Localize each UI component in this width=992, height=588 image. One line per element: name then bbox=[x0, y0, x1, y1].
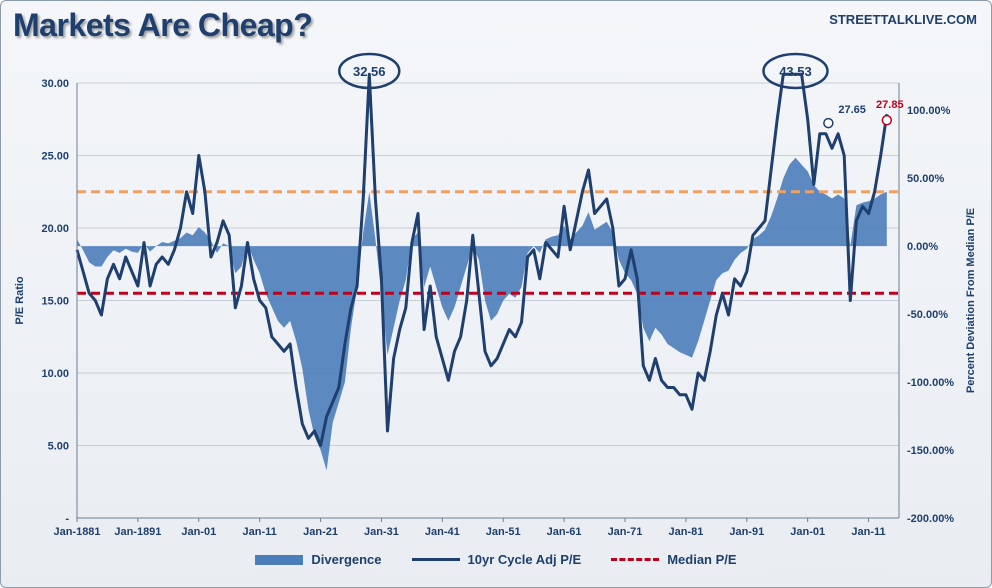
y2-axis-title: Percent Deviation From Median P/E bbox=[965, 208, 977, 393]
legend-divergence: Divergence bbox=[255, 552, 382, 567]
marker-current-label: 27.85 bbox=[876, 99, 904, 111]
peak-1999-label: 43.53 bbox=[779, 64, 812, 79]
y2-tick-label: -50.00% bbox=[907, 309, 948, 321]
chart-svg: - 5.00 10.00 15.00 20.00 25.00 30.00 -200.00% -1… bbox=[14, 52, 977, 538]
grid-lines bbox=[77, 82, 899, 446]
legend-median: Median P/E bbox=[611, 552, 737, 567]
y-tick-label: 10.00 bbox=[41, 368, 69, 380]
x-tick-label: Jan-71 bbox=[608, 526, 643, 538]
legend-label-divergence: Divergence bbox=[311, 552, 382, 567]
divergence-area bbox=[77, 157, 887, 471]
peak-1999-ellipse bbox=[762, 52, 829, 90]
pe-line-path bbox=[75, 72, 889, 447]
y-tick-label: 5.00 bbox=[48, 441, 69, 453]
y2-tick-label: 50.00% bbox=[907, 173, 945, 185]
x-tick-label: Jan-91 bbox=[729, 526, 764, 538]
legend-swatch-line bbox=[411, 558, 460, 561]
y2-tick-label: 0.00% bbox=[907, 241, 938, 253]
annotations: 32.56 43.53 27.65 27.85 bbox=[338, 52, 904, 129]
x-tick-label: Jan-1881 bbox=[53, 526, 100, 538]
axes bbox=[76, 83, 900, 519]
reference-lines bbox=[77, 190, 899, 295]
x-tick-label: Jan-61 bbox=[547, 526, 582, 538]
legend-swatch-area bbox=[255, 554, 304, 565]
chart-title: Markets Are Cheap? bbox=[13, 7, 313, 43]
x-tick-label: Jan-11 bbox=[851, 526, 885, 538]
x-tick-label: Jan-1891 bbox=[114, 526, 161, 538]
y-tick-label: - bbox=[65, 513, 69, 525]
x-tick-label: Jan-31 bbox=[364, 526, 399, 538]
x-tick-label: Jan-01 bbox=[181, 526, 216, 538]
y2-tick-label: -100.00% bbox=[907, 377, 954, 389]
marker-2007-label: 27.65 bbox=[838, 104, 866, 116]
x-tick-label: Jan-51 bbox=[486, 526, 521, 538]
x-tick-label: Jan-11 bbox=[243, 526, 277, 538]
x-tick-label: Jan-01 bbox=[790, 526, 825, 538]
legend: Divergence 10yr Cycle Adj P/E Median P/E bbox=[1, 552, 991, 567]
legend-pe: 10yr Cycle Adj P/E bbox=[411, 552, 582, 567]
marker-2007-circle bbox=[823, 117, 834, 129]
y2-tick-label: 100.00% bbox=[907, 105, 951, 117]
marker-current-circle bbox=[881, 114, 893, 126]
y-tick-label: 30.00 bbox=[41, 78, 69, 90]
x-tick-label: Jan-41 bbox=[425, 526, 460, 538]
y2-tick-label: -150.00% bbox=[907, 445, 954, 457]
y-axis-title: P/E Ratio bbox=[14, 276, 26, 325]
peak-1929-ellipse bbox=[338, 52, 401, 90]
y-tick-label: 15.00 bbox=[41, 296, 69, 308]
source-label: STREETTALKLIVE.COM bbox=[829, 12, 977, 27]
x-tick-label: Jan-81 bbox=[668, 526, 703, 538]
legend-swatch-dash bbox=[611, 558, 660, 561]
divergence-area-path bbox=[77, 157, 887, 471]
peak-1929-label: 32.56 bbox=[353, 64, 386, 79]
legend-label-median: Median P/E bbox=[667, 552, 737, 567]
legend-label-pe: 10yr Cycle Adj P/E bbox=[467, 552, 582, 567]
y-tick-label: 20.00 bbox=[41, 223, 69, 235]
y-tick-label: 25.00 bbox=[41, 151, 69, 163]
tick-labels: - 5.00 10.00 15.00 20.00 25.00 30.00 -200.00% -1… bbox=[14, 78, 977, 538]
x-tick-label: Jan-21 bbox=[303, 526, 338, 538]
pe-line bbox=[75, 72, 889, 447]
y2-tick-label: -200.00% bbox=[907, 513, 954, 525]
